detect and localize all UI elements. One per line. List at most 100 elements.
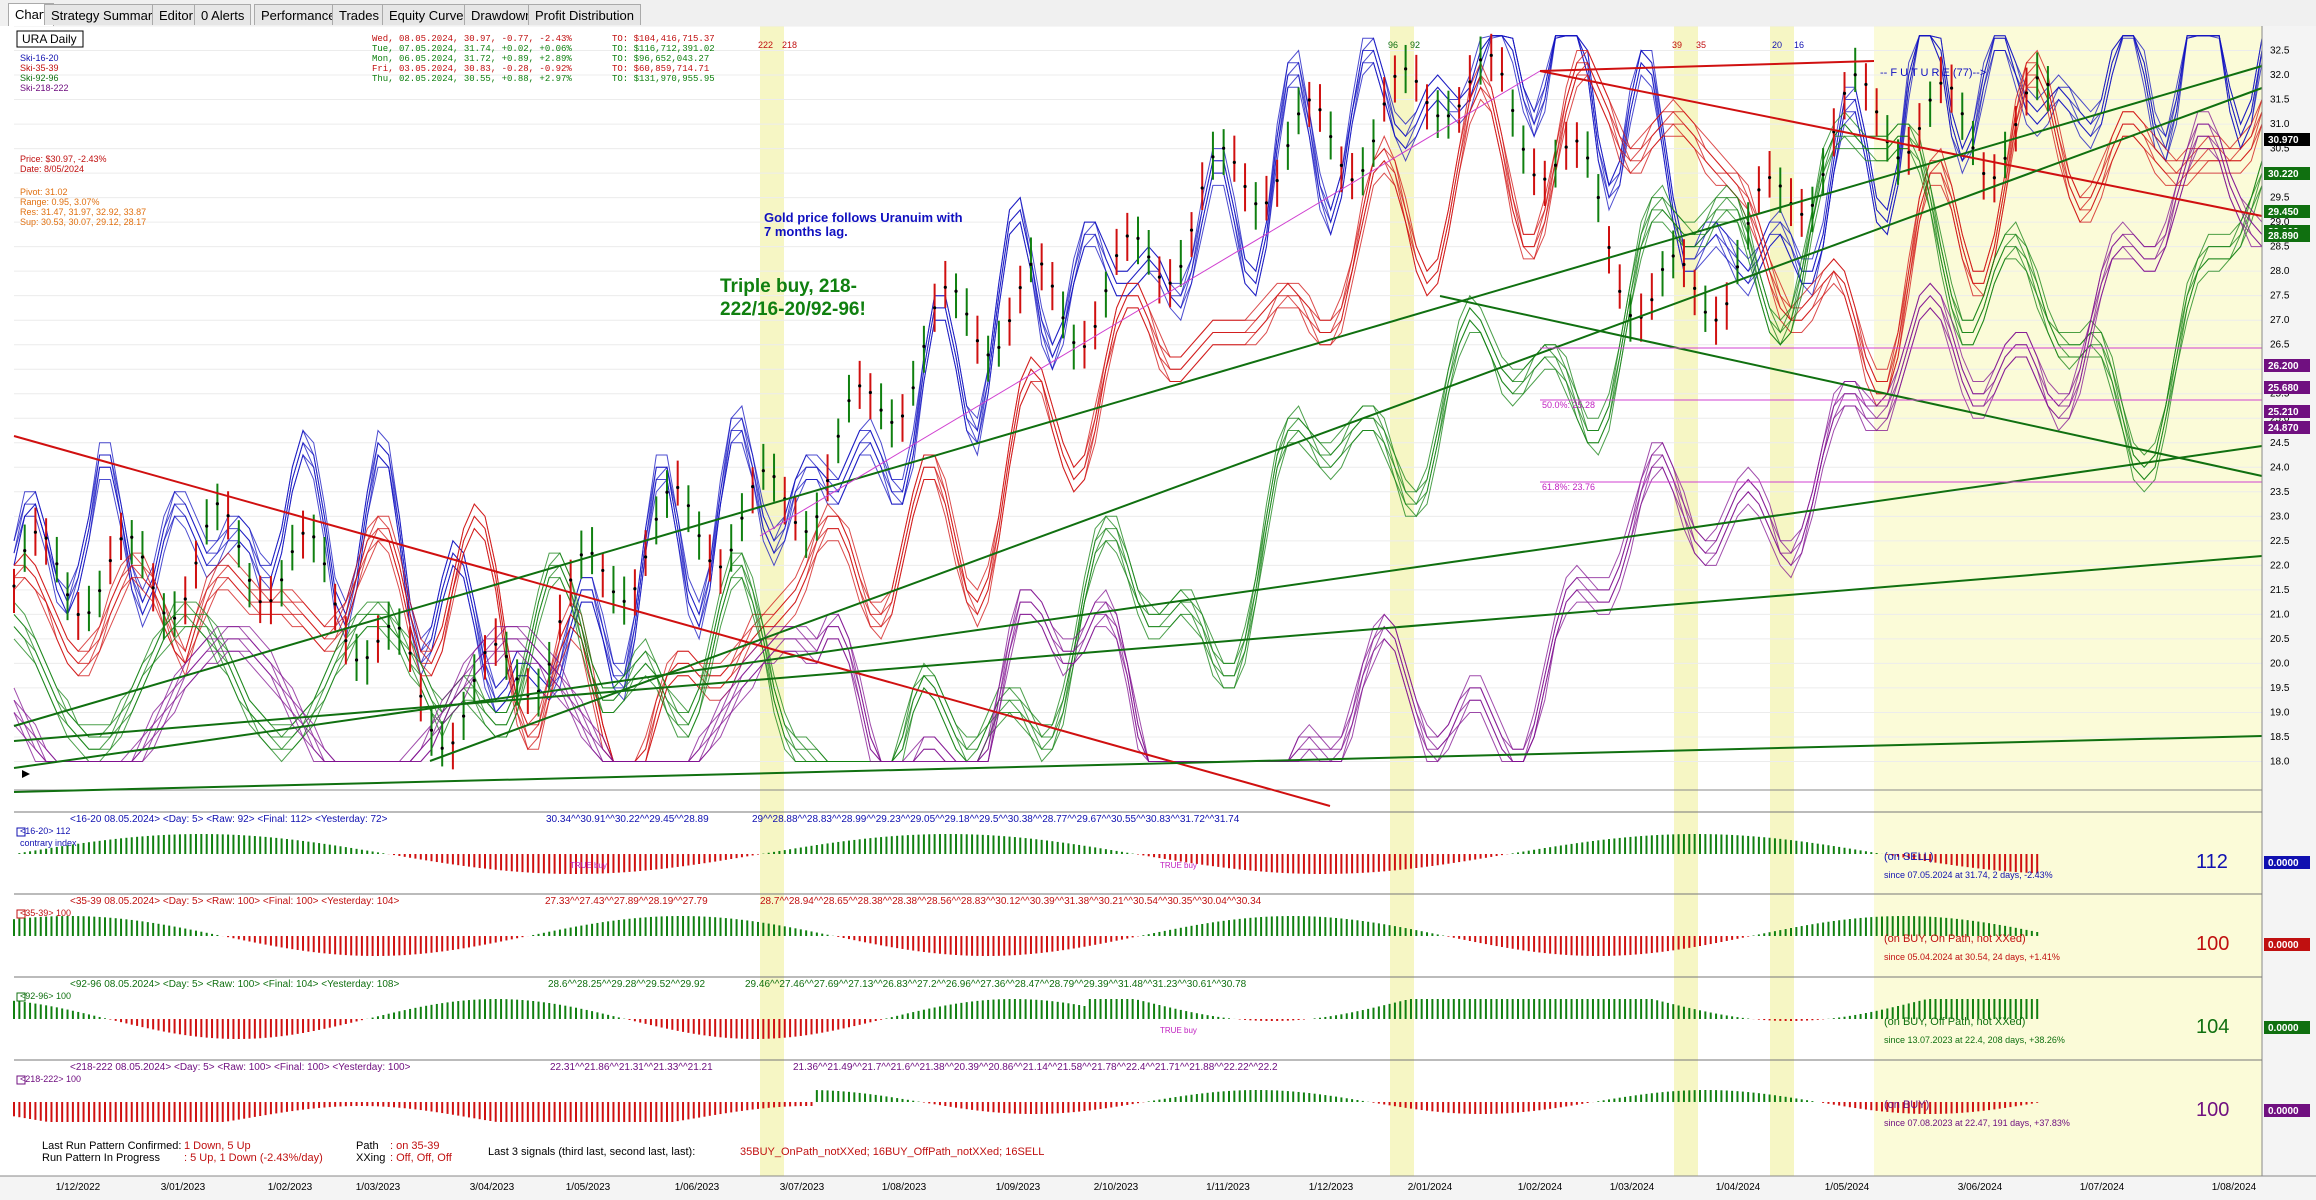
price-dot [1778, 184, 1782, 188]
price-dot [697, 534, 701, 538]
panel-header: <218-222 08.05.2024> <Day: 5> <Raw: 100>… [70, 1062, 411, 1073]
panel-prices: 27.33^^27.43^^27.89^^28.19^^27.79 [545, 896, 708, 907]
price-dot [55, 562, 59, 566]
support-info: Sup: 30.53, 30.07, 29.12, 28.17 [20, 217, 146, 227]
y-tick-label: 23.0 [2270, 511, 2290, 522]
tab-editor[interactable]: Editor [152, 4, 200, 25]
price-marker-label: 24.870 [2268, 423, 2299, 434]
daily-turnover: TO: $116,712,391.02 [612, 44, 715, 54]
legend-item: Ski-35-39 [20, 63, 59, 73]
price-dot [922, 344, 926, 348]
price-dot [280, 578, 284, 582]
x-tick-label: 1/04/2024 [1716, 1182, 1761, 1193]
price-marker [2264, 381, 2310, 394]
future-label: -- F U T U R E (77)--> [1880, 67, 1986, 79]
tab-0-alerts[interactable]: 0 Alerts [194, 4, 252, 25]
price-dot [1179, 264, 1183, 268]
tab-drawdown[interactable]: Drawdown [464, 4, 540, 25]
price-dot [1618, 289, 1622, 293]
trend-line [1539, 60, 1875, 72]
price-dot [1125, 234, 1129, 238]
price-marker [2264, 205, 2310, 218]
footer-value: 1 Down, 5 Up [184, 1140, 251, 1152]
price-dot [1093, 324, 1097, 329]
panel-status: (on BUY, Off Path, not XXed) [1884, 1016, 2025, 1028]
price-dot [1821, 173, 1825, 177]
x-tick-label: 1/09/2023 [996, 1182, 1041, 1193]
footer-value: : on 35-39 [390, 1140, 440, 1152]
price-dot [1254, 202, 1258, 206]
price-dot [558, 619, 562, 624]
tab-profit-distribution[interactable]: Profit Distribution [528, 4, 641, 25]
price-dot [226, 514, 230, 518]
x-tick-label: 1/08/2024 [2212, 1182, 2257, 1193]
x-tick-label: 1/03/2023 [356, 1182, 401, 1193]
price-dot [1489, 53, 1493, 57]
price-dot [322, 562, 327, 566]
price-dot [119, 537, 123, 541]
price-marker-label: 25.680 [2268, 383, 2299, 394]
price-dot [1917, 126, 1922, 131]
daily-row: Fri, 03.05.2024, 30.83, -0.28, -0.92% [372, 64, 572, 74]
range-info: Range: 0.95, 3.07% [20, 197, 100, 207]
price-dot [1200, 186, 1204, 190]
panel-side-label: <92-96> 100 [20, 991, 71, 1001]
price-dot [290, 550, 294, 554]
triple-buy-annotation: 222/16-20/92-96! [720, 299, 866, 320]
daily-turnover: TO: $96,652,043.27 [612, 54, 709, 64]
daily-row: Wed, 08.05.2024, 30.97, -0.77, -2.43% [372, 34, 572, 44]
tab-strategy-summary[interactable]: Strategy Summary [44, 4, 166, 25]
panel-toggle-icon[interactable] [16, 1075, 26, 1085]
price-dot [1607, 245, 1611, 250]
price-dot [1232, 160, 1236, 164]
price-dot [547, 662, 551, 666]
price-dot [1628, 313, 1633, 318]
x-tick-label: 1/08/2023 [882, 1182, 927, 1193]
chart-title: URA Daily [22, 32, 77, 46]
price-dot [1157, 275, 1162, 279]
price-dot [1586, 156, 1590, 160]
price-dot [301, 531, 305, 535]
play-icon[interactable] [22, 770, 30, 778]
price-dot [965, 312, 969, 316]
tab-performance[interactable]: Performance [254, 4, 343, 25]
daily-turnover: TO: $131,970,955.95 [612, 74, 715, 84]
trend-line [1539, 70, 2263, 217]
price-dot [879, 408, 883, 412]
price-dot [686, 504, 691, 508]
y-tick-label: 28.5 [2270, 242, 2290, 253]
trend-line [13, 435, 1331, 807]
price-dot [1714, 318, 1718, 322]
price-dot [1703, 310, 1707, 314]
x-tick-label: 1/05/2024 [1825, 1182, 1870, 1193]
price-dot [258, 600, 262, 604]
x-tick-label: 1/02/2023 [268, 1182, 313, 1193]
price-dot [1136, 236, 1140, 240]
price-dot [76, 612, 80, 617]
panel-toggle-icon[interactable] [16, 827, 26, 837]
x-tick-label: 2/10/2023 [1094, 1182, 1139, 1193]
price-dot [1842, 91, 1847, 95]
price-marker-label: 25.210 [2268, 407, 2299, 418]
y-tick-label: 30.5 [2270, 144, 2290, 155]
panel-prices2: 29.46^^27.46^^27.69^^27.13^^26.83^^27.2^… [745, 979, 1247, 990]
y-tick-label: 32.5 [2270, 46, 2290, 57]
tab-trades[interactable]: Trades [332, 4, 386, 25]
price-date: Date: 8/05/2024 [20, 164, 84, 174]
panel-toggle-icon[interactable] [16, 992, 26, 1002]
panel-value-box-label: 0.0000 [2268, 1023, 2299, 1034]
panel-toggle-icon[interactable] [16, 909, 26, 919]
price-dot [1243, 184, 1247, 189]
price-dot [858, 384, 862, 388]
x-tick-label: 2/01/2024 [1408, 1182, 1453, 1193]
price-dot [804, 529, 808, 534]
price-marker [2264, 167, 2310, 180]
tab-equity-curve[interactable]: Equity Curve [382, 4, 471, 25]
price-dot [1564, 145, 1568, 149]
panel-status: (on BUY, On Path, not XXed) [1884, 933, 2026, 945]
daily-turnover: TO: $60,859,714.71 [612, 64, 709, 74]
price-dot [2014, 123, 2018, 127]
price-dot [1061, 316, 1065, 320]
price-dot [247, 578, 252, 582]
x-tick-label: 1/12/2023 [1309, 1182, 1354, 1193]
